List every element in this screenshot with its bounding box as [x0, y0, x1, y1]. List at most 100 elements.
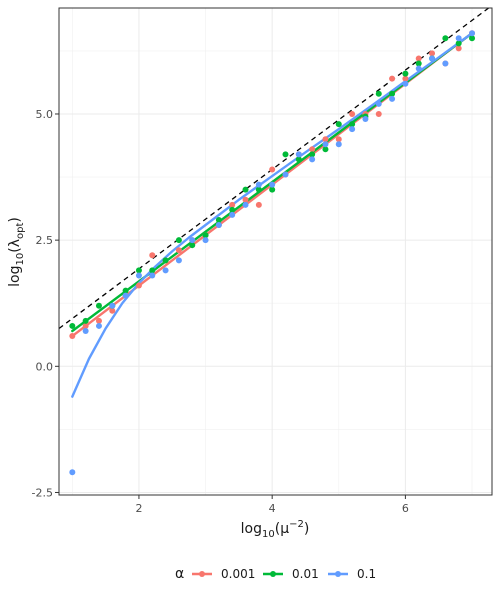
legend-key-point-0.001	[199, 571, 205, 577]
data-point-0.1	[149, 272, 156, 279]
data-point-0.01	[135, 267, 142, 274]
y-tick-label: -2.5	[32, 486, 53, 499]
data-point-0.1	[415, 65, 422, 72]
y-tick-label: 2.5	[36, 234, 54, 247]
data-point-0.001	[415, 55, 422, 62]
data-point-0.01	[255, 186, 262, 193]
data-point-0.1	[162, 267, 169, 274]
data-point-0.1	[349, 126, 356, 133]
data-point-0.01	[402, 70, 409, 77]
data-point-0.01	[82, 317, 89, 324]
data-point-0.1	[322, 141, 329, 148]
data-point-0.1	[429, 55, 436, 62]
legend-label-0.001: 0.001	[221, 567, 255, 581]
data-point-0.1	[135, 272, 142, 279]
data-point-0.1	[442, 60, 449, 67]
legend-title: α	[175, 566, 184, 582]
data-point-0.1	[175, 257, 182, 264]
legend-label-0.01: 0.01	[292, 567, 319, 581]
data-point-0.1	[375, 100, 382, 107]
data-point-0.1	[309, 156, 316, 163]
data-point-0.001	[95, 317, 102, 324]
data-point-0.001	[335, 136, 342, 143]
data-point-0.01	[215, 216, 222, 223]
data-point-0.01	[189, 242, 196, 249]
data-point-0.001	[429, 50, 436, 57]
data-point-0.1	[255, 181, 262, 188]
data-point-0.001	[82, 322, 89, 329]
data-point-0.01	[322, 146, 329, 153]
data-point-0.01	[415, 60, 422, 67]
data-point-0.1	[389, 95, 396, 102]
data-point-0.1	[122, 292, 129, 299]
data-point-0.1	[215, 222, 222, 229]
x-tick-label: 6	[402, 502, 409, 515]
data-point-0.001	[389, 75, 396, 82]
grid	[59, 8, 492, 495]
data-point-0.01	[455, 40, 462, 47]
y-axis-title: log10(λopt)	[7, 217, 26, 287]
data-point-0.001	[255, 201, 262, 208]
y-tick-label: 5.0	[36, 108, 54, 121]
data-point-0.001	[229, 201, 236, 208]
data-point-0.01	[122, 287, 129, 294]
data-point-0.1	[229, 211, 236, 218]
data-point-0.1	[242, 201, 249, 208]
data-point-0.01	[149, 267, 156, 274]
data-point-0.1	[82, 327, 89, 334]
data-point-0.01	[69, 322, 76, 329]
data-point-0.01	[229, 206, 236, 213]
data-point-0.001	[269, 166, 276, 173]
data-point-0.01	[95, 302, 102, 309]
data-point-0.1	[335, 141, 342, 148]
data-point-0.01	[202, 232, 209, 239]
fit-line-0.1	[71, 32, 474, 398]
data-point-0.001	[402, 75, 409, 82]
x-tick-label: 4	[269, 502, 276, 515]
panel-background	[59, 8, 492, 495]
data-point-0.01	[469, 35, 476, 42]
data-point-0.001	[175, 247, 182, 254]
data-point-0.01	[335, 121, 342, 128]
data-point-0.1	[362, 116, 369, 123]
data-point-0.001	[455, 45, 462, 52]
data-point-0.001	[69, 333, 76, 340]
data-point-0.1	[109, 302, 116, 309]
data-point-0.001	[349, 110, 356, 117]
x-axis-ticks: 2 4 6	[135, 495, 409, 515]
data-point-0.01	[269, 186, 276, 193]
x-axis-title: log10(μ−2)	[241, 519, 310, 540]
data-point-0.1	[95, 322, 102, 329]
legend: α 0.001 0.01 0.1	[175, 566, 376, 582]
data-point-0.001	[242, 196, 249, 203]
data-point-0.001	[375, 110, 382, 117]
data-points	[69, 30, 476, 476]
y-axis-ticks: -2.5 0.0 2.5 5.0	[32, 108, 59, 499]
data-point-0.1	[69, 469, 76, 476]
data-point-0.01	[282, 151, 289, 158]
data-point-0.01	[162, 257, 169, 264]
data-point-0.01	[442, 35, 449, 42]
data-point-0.01	[309, 151, 316, 158]
data-point-0.01	[175, 237, 182, 244]
data-point-0.1	[282, 171, 289, 178]
legend-key-point-0.1	[335, 571, 341, 577]
data-point-0.01	[375, 90, 382, 97]
data-point-0.001	[149, 252, 156, 259]
legend-key-point-0.01	[270, 571, 276, 577]
data-point-0.001	[135, 282, 142, 289]
data-point-0.01	[389, 90, 396, 97]
data-point-0.1	[189, 237, 196, 244]
panel-border	[58, 7, 493, 496]
plot-panel	[59, 8, 492, 495]
legend-label-0.1: 0.1	[357, 567, 376, 581]
data-point-0.01	[295, 156, 302, 163]
data-point-0.1	[469, 30, 476, 37]
data-point-0.1	[455, 35, 462, 42]
data-point-0.01	[242, 186, 249, 193]
data-point-0.01	[349, 121, 356, 128]
panel-border-rect	[58, 7, 493, 496]
data-point-0.1	[402, 80, 409, 87]
data-point-0.1	[295, 151, 302, 158]
